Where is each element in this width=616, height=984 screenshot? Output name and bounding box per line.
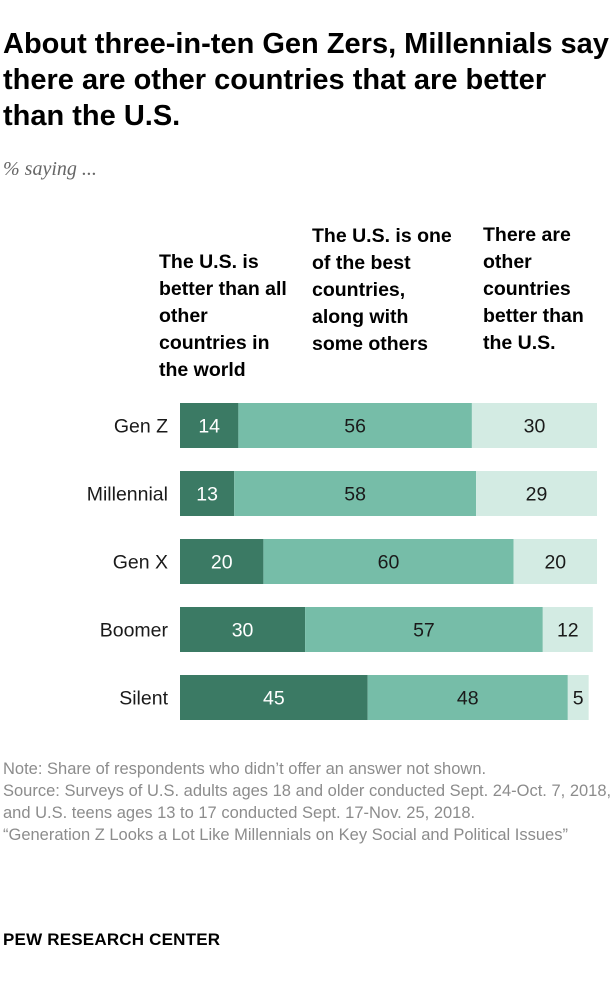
bar-segment-gen-x-series-2 [263, 539, 514, 584]
category-label-gen-x: Gen X [113, 552, 168, 574]
bar-segment-gen-z-series-1 [180, 403, 239, 448]
pew-research-center-logo: PEW RESEARCH CENTER [3, 930, 221, 949]
bar-segment-millennial-series-3 [476, 471, 597, 516]
bar-segment-boomer-series-1 [180, 607, 306, 652]
bar-segment-silent-series-2 [367, 675, 568, 720]
data-label-gen-x-series-1: 20 [211, 552, 233, 574]
category-label-boomer: Boomer [100, 620, 169, 642]
data-label-gen-z-series-3: 30 [524, 416, 546, 438]
data-label-boomer-series-3: 12 [557, 620, 579, 642]
source-text: Source: Surveys of U.S. adults ages 18 a… [3, 782, 612, 822]
data-label-silent-series-1: 45 [263, 688, 285, 710]
note-text: Note: Share of respondents who didn’t of… [3, 760, 487, 778]
bar-segment-gen-z-series-2 [238, 403, 472, 448]
data-label-gen-x-series-2: 60 [378, 552, 400, 574]
chart-notes: Note: Share of respondents who didn’t of… [3, 758, 615, 846]
data-label-silent-series-2: 48 [457, 688, 479, 710]
data-label-millennial-series-2: 58 [344, 484, 366, 506]
bar-segment-boomer-series-2 [305, 607, 543, 652]
category-label-millennial: Millennial [87, 484, 168, 506]
chart-title: About three-in-ten Gen Zers, Millennials… [3, 28, 609, 132]
column-header-others-better: There are other countries better than th… [483, 224, 584, 354]
data-label-gen-z-series-1: 14 [198, 416, 220, 438]
data-label-boomer-series-1: 30 [232, 620, 254, 642]
report-title: “Generation Z Looks a Lot Like Millennia… [3, 826, 568, 844]
bar-segment-gen-x-series-1 [180, 539, 264, 584]
data-label-millennial-series-1: 13 [196, 484, 218, 506]
bar-segment-silent-series-3 [567, 675, 589, 720]
data-label-millennial-series-3: 29 [526, 484, 548, 506]
bar-segment-millennial-series-1 [180, 471, 235, 516]
bar-segment-gen-z-series-3 [471, 403, 597, 448]
bar-segment-gen-x-series-3 [513, 539, 597, 584]
category-label-gen-z: Gen Z [114, 416, 168, 438]
bar-segment-silent-series-1 [180, 675, 368, 720]
category-label-silent: Silent [119, 688, 168, 710]
column-header-one-of-the-best: The U.S. is one of the best countries, a… [312, 225, 452, 355]
data-label-gen-x-series-3: 20 [544, 552, 566, 574]
data-label-silent-series-3: 5 [573, 688, 584, 710]
bar-segment-boomer-series-3 [542, 607, 593, 652]
stacked-bar-chart: Gen Z 14 56 30 Millennial 13 58 29 Gen X 20 60 20 Bo… [87, 403, 597, 720]
data-label-gen-z-series-2: 56 [344, 416, 366, 438]
data-label-boomer-series-2: 57 [413, 620, 435, 642]
chart-subtitle: % saying ... [3, 158, 97, 180]
column-header-better-than-all: The U.S. is better than all other countr… [159, 251, 287, 381]
bar-segment-millennial-series-2 [234, 471, 477, 516]
